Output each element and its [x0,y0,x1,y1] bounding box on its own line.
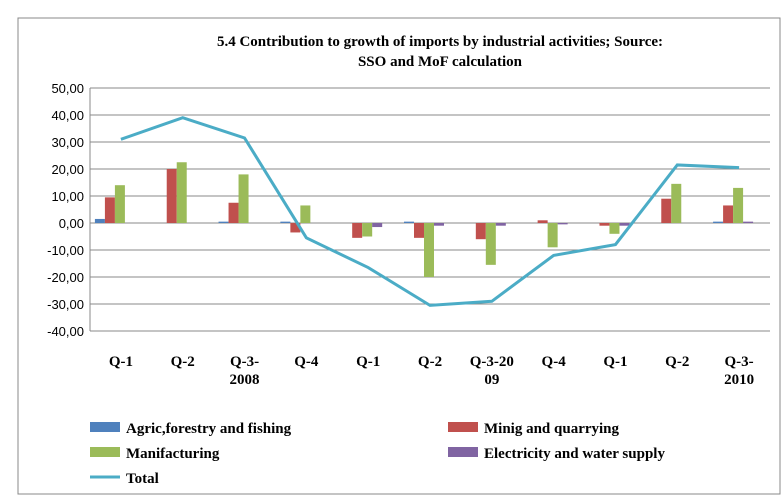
bar [619,223,630,226]
bar [104,197,115,223]
y-tick-label: 40,00 [51,108,84,123]
legend-label: Total [126,471,159,487]
bar [723,205,734,223]
x-tick-label: Q-2 [418,354,442,370]
bar [404,221,414,223]
bar [557,223,568,225]
bar [166,169,177,223]
bar [743,221,754,223]
bar [671,183,682,223]
y-tick-label: 30,00 [51,135,84,150]
bar [114,185,125,223]
x-tick-label: Q-1 [356,354,380,370]
bar [228,202,239,223]
x-tick-label: Q-3-20 09 [470,354,514,388]
y-tick-label: -40,00 [47,324,84,339]
bar [475,223,486,240]
y-tick-label: 0,00 [59,216,84,231]
bar [537,220,548,223]
bar [362,223,373,237]
bar [661,198,672,223]
legend-swatch [448,422,478,432]
y-tick-label: -30,00 [47,297,84,312]
bar [733,187,744,223]
legend-swatch [90,447,120,457]
chart-frame [17,17,781,495]
y-tick-label: -20,00 [47,270,84,285]
x-tick-label: Q-1 [109,354,133,370]
bar [424,223,434,277]
legend-swatch [448,447,478,457]
bar [352,223,363,238]
y-tick-label: 10,00 [51,189,84,204]
bar [372,223,383,228]
chart-title: 5.4 Contribution to growth of imports by… [217,34,663,70]
x-tick-label: Q-4 [542,354,567,370]
y-tick-label: 50,00 [51,81,84,96]
bar [280,221,291,223]
x-tick-label: Q-2 [665,354,689,370]
legend-label: Agric,forestry and fishing [126,421,292,437]
bar [300,205,311,223]
bar [218,221,229,223]
x-tick-label: Q-1 [603,354,627,370]
y-tick-label: -10,00 [47,243,84,258]
line [120,116,740,307]
bar [609,223,620,234]
bar [547,223,558,248]
bar [238,174,249,223]
bar [713,221,724,223]
bar [434,223,444,226]
bar [599,223,610,226]
bar [94,218,105,223]
legend-label: Manifacturing [126,446,220,462]
bar [485,223,496,265]
x-tick-label: Q-3-2010 [724,354,754,388]
x-tick-label: Q-3-2008 [230,354,260,388]
bar [414,223,424,238]
x-tick-label: Q-4 [294,354,319,370]
bar [176,162,187,223]
y-tick-label: 20,00 [51,162,84,177]
legend-label: Electricity and water supply [484,446,665,462]
legend-label: Minig and quarrying [484,421,620,437]
bar [290,223,301,233]
x-tick-label: Q-2 [171,354,195,370]
legend-swatch [90,422,120,432]
bar [495,223,506,226]
